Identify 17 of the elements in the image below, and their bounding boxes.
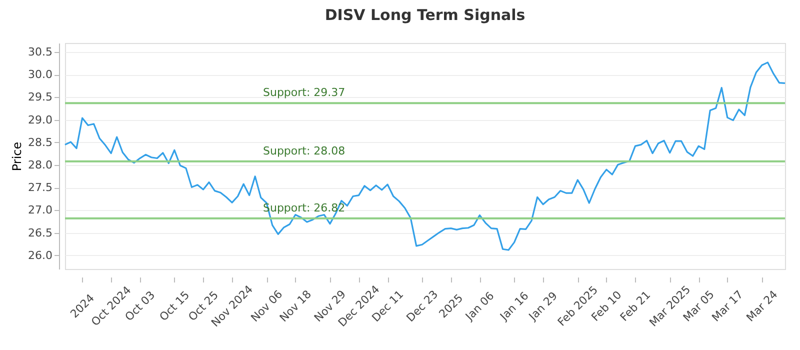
ref-line-label: Support: 29.37 [263,86,346,100]
y-tick-label: 30.0 [28,68,52,82]
y-tick-label: 28.5 [28,136,52,149]
y-tick-label: 26.5 [28,226,52,240]
y-tick-label: 27.0 [28,204,52,217]
y-tick-label: 29.0 [28,113,52,126]
line-series [64,62,786,251]
y-tick-label: 27.5 [28,181,52,194]
x-tick-label: Mar 24 [744,288,780,324]
y-axis-title: Price [10,142,24,172]
y-tick-label: 26.0 [28,248,52,262]
y-tick-label: 29.5 [28,90,52,104]
x-tick-label: Jan 06 [462,289,497,324]
chart-title: DISV Long Term Signals [324,6,526,24]
ref-line-label: Support: 28.08 [263,144,346,158]
y-tick-label: 30.5 [28,46,52,59]
y-tick-label: 28.0 [28,158,52,172]
